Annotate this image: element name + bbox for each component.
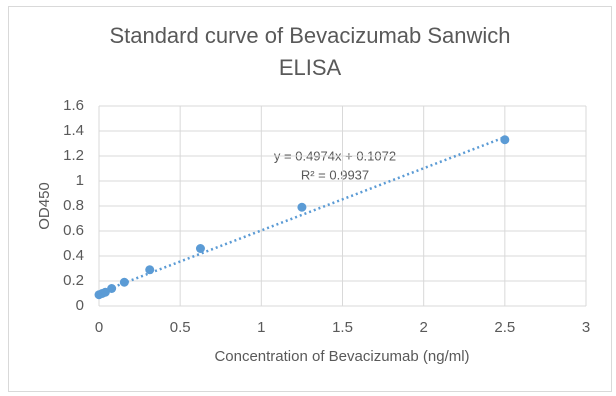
y-tick-label: 1.2 [63, 147, 84, 164]
x-tick-label: 1.5 [332, 319, 353, 336]
y-tick-label: 1.6 [63, 97, 84, 114]
data-point [500, 135, 510, 145]
y-tick-label: 0 [76, 297, 84, 314]
data-point [195, 244, 205, 253]
y-tick-label: 0.6 [63, 222, 84, 239]
chart-title: Standard curve of Bevacizumab Sanwich EL… [109, 23, 511, 80]
x-tick-label: 2 [419, 319, 427, 336]
x-tick-label: 3 [582, 319, 590, 336]
data-point [297, 202, 307, 212]
x-tick-label: 2.5 [494, 319, 515, 336]
y-axis-title: OD450 [36, 182, 53, 230]
y-tick-label: 1 [76, 172, 84, 189]
y-tick-label: 0.2 [63, 272, 84, 289]
data-point [145, 265, 155, 275]
chart-border [8, 6, 612, 392]
x-tick-label: 0 [95, 319, 103, 336]
y-tick-label: 0.8 [63, 197, 84, 214]
x-axis-title: Concentration of Bevacizumab (ng/ml) [214, 348, 469, 365]
data-point [107, 284, 117, 293]
y-tick-label: 1.4 [63, 122, 84, 139]
y-tick-label: 0.4 [63, 247, 84, 264]
trendline-r2: R² = 0.9937 [301, 167, 369, 182]
x-tick-label: 1 [257, 319, 265, 336]
x-tick-label: 0.5 [170, 319, 191, 336]
data-point [119, 277, 129, 287]
